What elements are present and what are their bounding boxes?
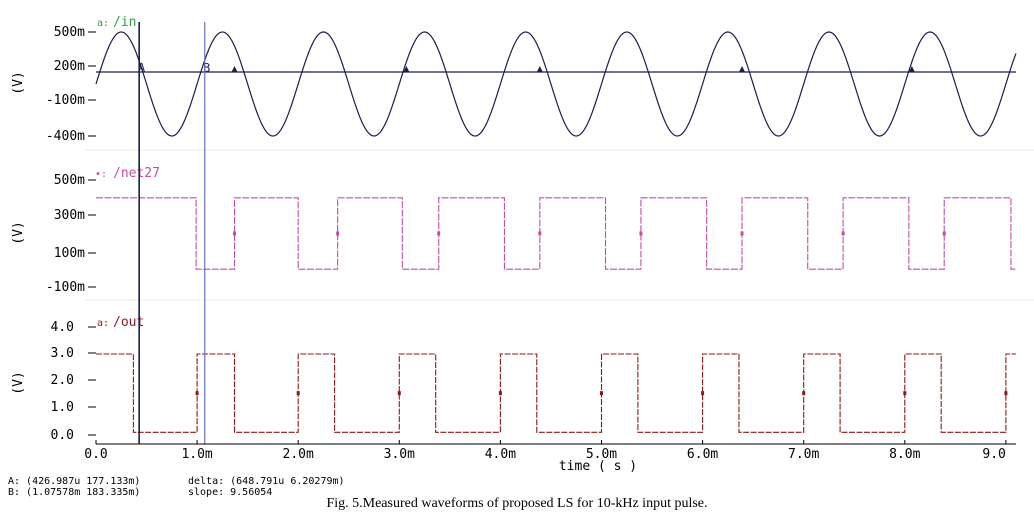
xtick-label: 4.0m <box>485 447 516 462</box>
edge-marker <box>701 391 705 396</box>
panel-out-ylabel: (V) <box>11 371 26 394</box>
xtick-label: 2.0m <box>283 447 314 462</box>
ytick-label: -100m <box>46 280 85 295</box>
panel-in-series-name: /in <box>113 15 136 30</box>
edge-marker <box>195 391 199 396</box>
net27-edge-markers <box>233 231 946 236</box>
x-axis-ticks: 0.0 1.0m 2.0m 3.0m 4.0m 5.0m 6.0m 7.0m 8.0m 9.0 <box>84 440 1007 462</box>
edge-marker <box>1004 391 1008 396</box>
waveform-viewer: a: /in (V) 500m 200m -100m -400m A B •: … <box>11 15 1034 474</box>
x-axis: 0.0 1.0m 2.0m 3.0m 4.0m 5.0m 6.0m 7.0m 8.0m 9.0 t… <box>84 440 1016 474</box>
edge-marker <box>437 231 441 236</box>
edge-marker <box>336 231 340 236</box>
ytick-label: 0.0 <box>51 428 74 443</box>
x-axis-label: time ( s ) <box>559 459 637 474</box>
ytick-label: 3.0 <box>51 346 74 361</box>
panel-in-ylabel: (V) <box>11 71 26 94</box>
ytick-label: -100m <box>46 93 85 108</box>
edge-marker <box>903 391 907 396</box>
edge-marker <box>841 231 845 236</box>
ytick-label: 200m <box>54 59 85 74</box>
series-line-in <box>95 31 1017 137</box>
ytick-label: 1.0 <box>51 400 74 415</box>
panel-net27-ylabel: (V) <box>11 221 26 244</box>
figure-caption: Fig. 5.Measured waveforms of proposed LS… <box>326 496 708 511</box>
panel-out-yticks: 4.0 3.0 2.0 1.0 0.0 <box>51 320 96 443</box>
xtick-label: 8.0m <box>889 447 920 462</box>
ytick-label: 4.0 <box>51 320 74 335</box>
panel-in-yticks: 500m 200m -100m -400m <box>46 25 96 144</box>
xtick-label: 6.0m <box>687 447 718 462</box>
panel-net27-yticks: 500m 300m 100m -100m <box>46 173 96 295</box>
slope-readout: slope: 9.56054 <box>188 487 273 498</box>
xtick-label: 3.0m <box>384 447 415 462</box>
series-line-net27 <box>96 197 1016 270</box>
series-line-out <box>96 353 1016 433</box>
edge-marker <box>233 231 237 236</box>
xtick-label: 7.0m <box>788 447 819 462</box>
edge-marker <box>599 391 603 396</box>
ytick-label: 500m <box>54 25 85 40</box>
cursor-a-label: A <box>138 61 146 75</box>
ytick-label: 300m <box>54 208 85 223</box>
edge-marker <box>740 231 744 236</box>
delta-readout: delta: (648.791u 6.20279m) <box>188 476 345 487</box>
crossing-markers <box>231 65 915 72</box>
edge-marker <box>296 391 300 396</box>
panel-net27: •: /net27 (V) 500m 300m 100m -100m <box>11 166 1016 295</box>
xtick-label: 1.0m <box>181 447 212 462</box>
cursor-b-label: B <box>203 61 210 75</box>
xtick-label: 0.0 <box>84 447 107 462</box>
crossing-marker <box>908 65 915 72</box>
panel-in-legend-marker: a: <box>97 18 109 29</box>
ytick-label: 100m <box>54 246 85 261</box>
panel-frames <box>85 149 1034 301</box>
xtick-label: 5.0m <box>586 447 617 462</box>
edge-marker <box>397 391 401 396</box>
panel-net27-legend-marker: •: <box>95 169 107 180</box>
xtick-label: 9.0 <box>982 447 1005 462</box>
crossing-marker <box>536 65 543 72</box>
cursor-a-readout: A: (426.987u 177.133m) <box>8 476 141 487</box>
panel-out-series-name: /out <box>113 315 144 330</box>
edge-marker <box>498 391 502 396</box>
ytick-label: 2.0 <box>51 373 74 388</box>
out-edge-markers <box>195 391 1008 396</box>
panel-out: a: /out (V) 4.0 3.0 2.0 1.0 0.0 <box>11 315 1016 443</box>
edge-marker <box>942 231 946 236</box>
ytick-label: -400m <box>46 129 85 144</box>
panel-in: a: /in (V) 500m 200m -100m -400m A B <box>11 15 1017 144</box>
cursor-b-readout: B: (1.07578m 183.335m) <box>8 487 141 498</box>
panel-net27-series-name: /net27 <box>113 166 160 181</box>
edge-marker <box>802 391 806 396</box>
panel-out-legend-marker: a: <box>97 318 109 329</box>
crossing-marker <box>739 65 746 72</box>
crossing-marker <box>231 65 238 72</box>
ytick-label: 500m <box>54 173 85 188</box>
edge-marker <box>639 231 643 236</box>
crossing-marker <box>403 65 410 72</box>
edge-marker <box>538 231 542 236</box>
